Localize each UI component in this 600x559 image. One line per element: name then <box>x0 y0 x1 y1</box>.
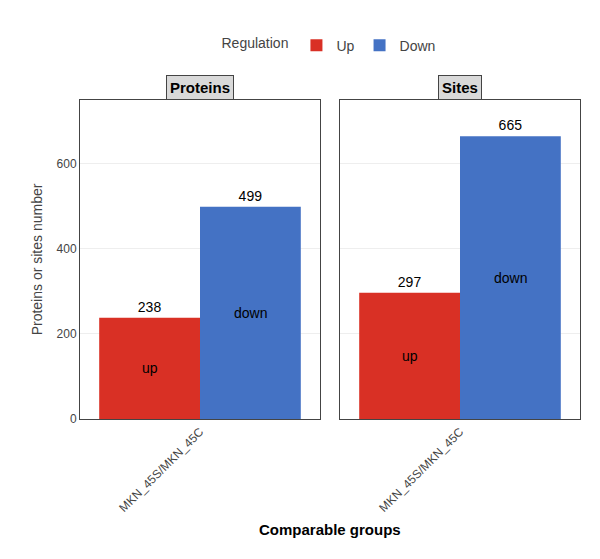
svg-text:MKN_45S/MKN_45C: MKN_45S/MKN_45C <box>116 425 206 515</box>
svg-text:238: 238 <box>138 299 162 315</box>
svg-text:Proteins: Proteins <box>170 79 230 96</box>
svg-text:up: up <box>402 348 418 364</box>
svg-text:down: down <box>494 270 527 286</box>
svg-text:Down: Down <box>400 38 436 54</box>
svg-text:Up: Up <box>336 38 354 54</box>
svg-text:0: 0 <box>70 412 77 426</box>
svg-text:499: 499 <box>239 188 263 204</box>
svg-text:down: down <box>234 305 267 321</box>
svg-text:200: 200 <box>57 327 77 341</box>
svg-text:Comparable groups: Comparable groups <box>259 521 401 538</box>
svg-text:up: up <box>142 360 158 376</box>
svg-text:400: 400 <box>57 242 77 256</box>
svg-text:Sites: Sites <box>442 79 478 96</box>
svg-text:Proteins or sites number: Proteins or sites number <box>29 183 45 335</box>
svg-text:MKN_45S/MKN_45C: MKN_45S/MKN_45C <box>376 425 466 515</box>
svg-text:600: 600 <box>57 157 77 171</box>
svg-text:Regulation: Regulation <box>222 35 289 51</box>
svg-text:665: 665 <box>499 117 523 133</box>
svg-text:297: 297 <box>398 274 422 290</box>
